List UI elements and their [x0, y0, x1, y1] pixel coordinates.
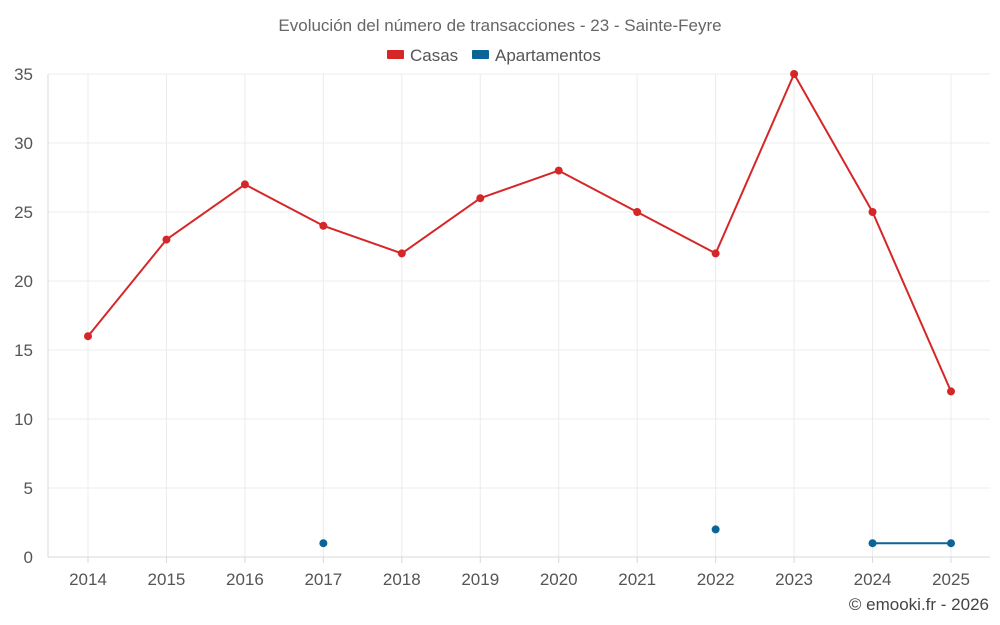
series-casas — [84, 70, 955, 396]
x-tick-label: 2017 — [304, 570, 342, 589]
legend-swatch-casas — [387, 50, 404, 59]
y-tick-label: 35 — [14, 65, 33, 84]
data-point-apartamentos[interactable] — [319, 539, 328, 548]
data-point-casas[interactable] — [397, 249, 406, 258]
data-point-casas[interactable] — [554, 166, 563, 175]
y-tick-label: 5 — [24, 479, 33, 498]
x-tick-label: 2020 — [540, 570, 578, 589]
series-line-casas — [87, 73, 952, 392]
y-tick-label: 0 — [24, 548, 33, 567]
legend-swatch-apartamentos — [472, 50, 489, 59]
x-tick-label: 2015 — [148, 570, 186, 589]
grid — [48, 73, 990, 557]
legend: Casas Apartamentos — [387, 46, 601, 65]
y-axis: 0 5 10 15 20 25 30 35 — [14, 65, 49, 567]
data-point-casas[interactable] — [711, 249, 720, 258]
x-tick-label: 2022 — [697, 570, 735, 589]
data-point-casas[interactable] — [947, 387, 955, 396]
series-layer — [84, 70, 955, 548]
data-point-apartamentos[interactable] — [947, 539, 955, 548]
x-tick-label: 2021 — [618, 570, 656, 589]
data-point-casas[interactable] — [162, 235, 171, 244]
y-tick-label: 10 — [14, 410, 33, 429]
x-tick-label: 2023 — [775, 570, 813, 589]
data-point-casas[interactable] — [319, 221, 328, 230]
y-tick-label: 30 — [14, 134, 33, 153]
data-point-casas[interactable] — [790, 70, 799, 78]
x-tick-label: 2018 — [383, 570, 421, 589]
x-tick-label: 2016 — [226, 570, 264, 589]
data-point-apartamentos[interactable] — [711, 525, 720, 534]
data-point-apartamentos[interactable] — [868, 539, 877, 548]
credit-text: © emooki.fr - 2026 — [849, 595, 989, 614]
x-tick-label: 2024 — [854, 570, 892, 589]
x-axis: 2014 2015 2016 2017 2018 2019 2020 2021 2022 2023… — [48, 556, 990, 589]
y-tick-label: 20 — [14, 272, 33, 291]
y-tick-label: 15 — [14, 341, 33, 360]
x-tick-label: 2019 — [461, 570, 499, 589]
data-point-casas[interactable] — [633, 208, 642, 216]
data-point-casas[interactable] — [476, 194, 485, 203]
y-tick-label: 25 — [14, 203, 33, 222]
data-point-casas[interactable] — [240, 180, 249, 189]
data-point-casas[interactable] — [868, 208, 877, 216]
data-point-casas[interactable] — [84, 332, 92, 341]
x-tick-label: 2025 — [932, 570, 970, 589]
x-tick-label: 2014 — [69, 570, 107, 589]
series-apartamentos — [319, 525, 955, 548]
legend-label-apartamentos[interactable]: Apartamentos — [495, 46, 601, 65]
legend-label-casas[interactable]: Casas — [410, 46, 458, 65]
chart-title: Evolución del número de transacciones - … — [278, 16, 721, 35]
